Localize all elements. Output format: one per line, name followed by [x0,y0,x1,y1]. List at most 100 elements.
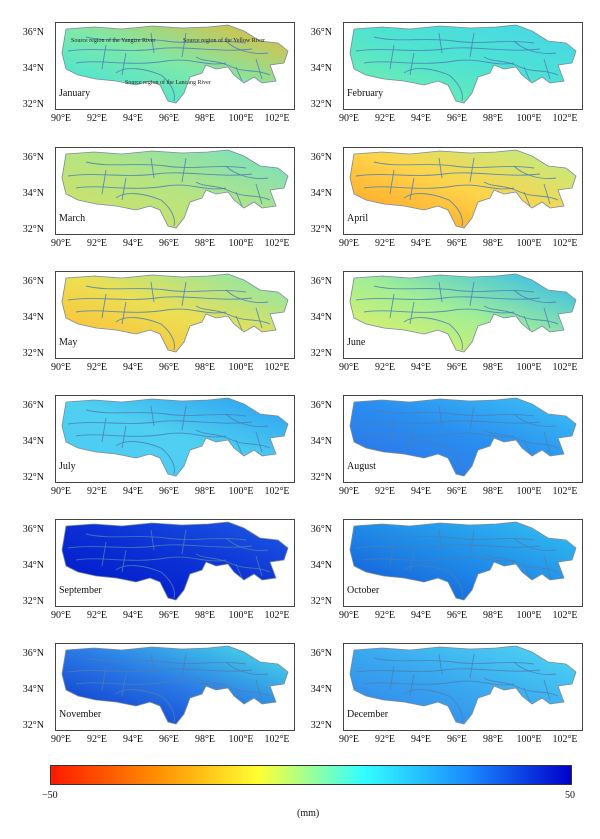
lon-tick-label: 102°E [552,734,578,745]
river-line [483,677,559,697]
lon-tick-label: 92°E [86,362,108,373]
region-outline [349,397,577,477]
lon-tick-label: 90°E [338,486,360,497]
river-line [225,289,269,331]
lon-tick-label: 98°E [482,362,504,373]
lat-tick-label: 32°N [22,348,44,359]
river-line [363,308,515,314]
river-line [101,281,187,325]
river-line [389,157,475,201]
lon-tick-label: 98°E [194,610,216,621]
lon-tick-label: 94°E [410,486,432,497]
river-line [483,305,559,325]
river-line [195,181,271,201]
lon-tick-label: 94°E [410,362,432,373]
river-line [389,281,475,325]
lat-tick-label: 32°N [22,99,44,110]
lon-tick-label: 100°E [516,113,542,124]
lon-tick-label: 96°E [158,610,180,621]
lon-tick-label: 102°E [264,238,290,249]
river-line [85,533,247,541]
river-line [115,193,175,227]
lat-tick-label: 32°N [22,720,44,731]
colorbar-max-label: 50 [565,790,575,801]
river-line [115,317,175,351]
lon-tick-label: 102°E [264,486,290,497]
lat-tick-label: 36°N [22,648,44,659]
month-label: April [347,213,369,224]
river-line [373,409,535,417]
lon-tick-label: 96°E [158,238,180,249]
lon-tick-label: 100°E [516,734,542,745]
lon-tick-label: 96°E [158,486,180,497]
lon-tick-label: 92°E [374,238,396,249]
river-line [373,161,535,169]
river-line [225,537,269,579]
lon-tick-label: 94°E [122,486,144,497]
river-line [85,36,247,44]
lat-tick-label: 34°N [310,188,332,199]
month-label: December [347,709,389,720]
river-line [513,40,557,82]
lon-tick-label: 102°E [264,734,290,745]
lat-tick-label: 32°N [310,596,332,607]
map-frame [55,519,295,607]
lon-tick-label: 92°E [374,113,396,124]
lon-tick-label: 98°E [482,734,504,745]
river-line [225,413,269,455]
river-line [195,56,271,76]
month-label: October [347,585,380,596]
region-outline [61,24,289,104]
river-line [389,653,475,697]
lon-tick-label: 94°E [410,113,432,124]
map-frame [55,22,295,110]
lon-tick-label: 100°E [516,610,542,621]
lat-tick-label: 36°N [22,152,44,163]
river-line [373,657,535,665]
lon-tick-label: 102°E [264,362,290,373]
month-label: June [347,337,366,348]
river-line [101,405,187,449]
lon-tick-label: 96°E [158,362,180,373]
lat-tick-label: 34°N [310,560,332,571]
lon-tick-label: 94°E [122,610,144,621]
river-line [75,184,227,190]
lat-tick-label: 36°N [310,400,332,411]
lat-tick-label: 32°N [22,472,44,483]
region-outline [349,273,577,353]
lat-tick-label: 32°N [310,720,332,731]
river-line [483,553,559,573]
lat-tick-label: 32°N [310,348,332,359]
river-line [115,441,175,475]
region-outline [349,149,577,229]
river-line [403,565,463,599]
river-line [67,668,253,673]
lat-tick-label: 32°N [310,472,332,483]
river-line [513,289,557,331]
river-line [101,32,187,76]
river-line [75,556,227,562]
colorbar-min-label: −50 [42,790,58,801]
lon-tick-label: 94°E [122,113,144,124]
lon-tick-label: 100°E [228,486,254,497]
lat-tick-label: 34°N [22,684,44,695]
lon-tick-label: 98°E [482,113,504,124]
river-line [513,413,557,455]
lon-tick-label: 102°E [552,610,578,621]
lon-tick-label: 98°E [194,113,216,124]
map-frame [55,147,295,235]
river-line [363,556,515,562]
lon-tick-label: 96°E [446,238,468,249]
river-line [355,172,541,177]
lat-tick-label: 36°N [310,276,332,287]
lat-tick-label: 34°N [22,63,44,74]
lon-tick-label: 92°E [374,734,396,745]
river-line [355,47,541,52]
lon-tick-label: 98°E [482,610,504,621]
lat-tick-label: 36°N [310,27,332,38]
river-line [75,680,227,686]
river-line [355,420,541,425]
month-label: August [347,461,376,472]
river-line [67,544,253,549]
river-line [355,668,541,673]
